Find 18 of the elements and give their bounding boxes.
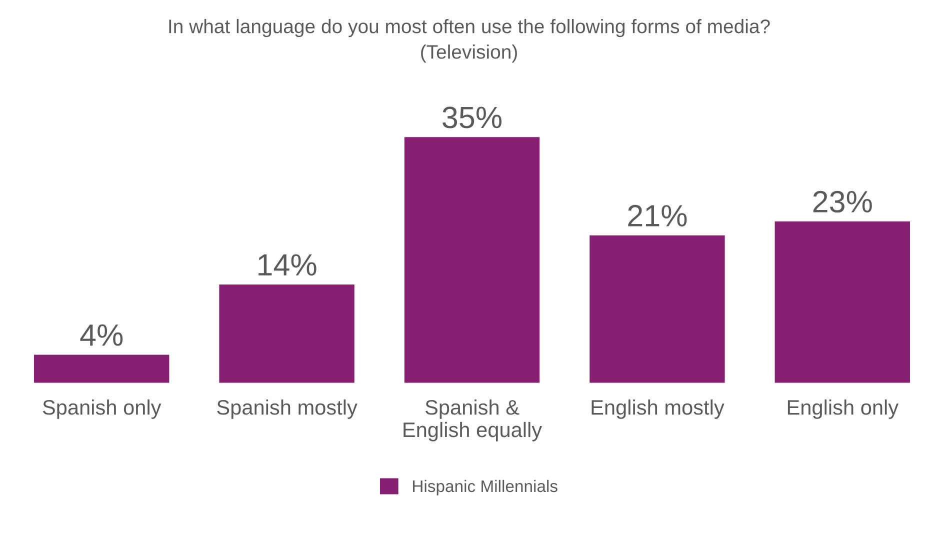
data-label: 23%: [813, 190, 872, 213]
bar: [590, 235, 725, 383]
bar: [34, 354, 170, 383]
bar: [404, 137, 540, 383]
data-label: 21%: [628, 204, 687, 226]
chart-title: In what language do you most often use the following forms of media?: [169, 19, 770, 38]
x-tick-label: Spanish & English equally: [404, 399, 542, 442]
x-tick-label: English mostly: [592, 399, 724, 419]
x-tick-label: English only: [788, 399, 899, 419]
chart-subtitle: (Television): [421, 44, 517, 63]
bar: [774, 221, 910, 383]
x-tick-label: Spanish only: [42, 399, 162, 419]
data-label: 35%: [442, 106, 502, 128]
data-label: 4%: [80, 324, 123, 346]
data-label: 14%: [258, 254, 316, 276]
bar: [219, 284, 354, 383]
legend-label: Hispanic Millennials: [413, 480, 558, 496]
x-tick-label: Spanish mostly: [217, 399, 358, 419]
